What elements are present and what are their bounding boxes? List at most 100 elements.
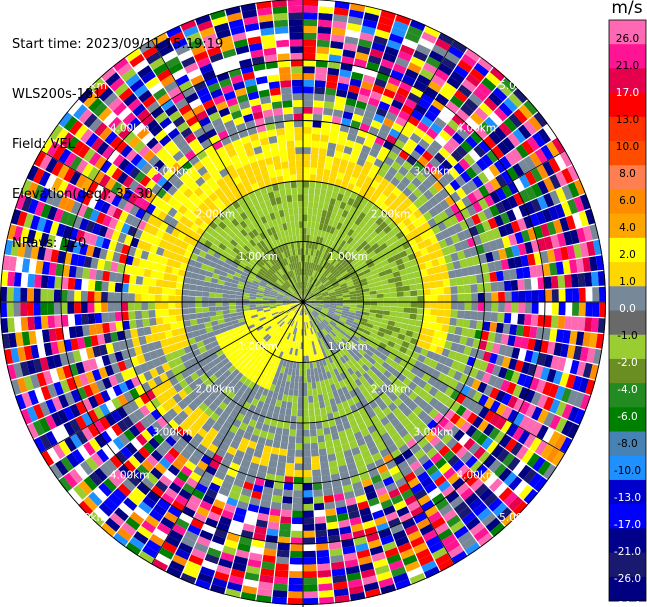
range-gate <box>272 590 288 598</box>
range-gate <box>329 296 337 300</box>
range-gate <box>472 358 483 370</box>
range-gate <box>271 494 283 503</box>
range-gate <box>321 308 329 312</box>
range-gate <box>448 425 460 437</box>
range-gate <box>463 284 472 294</box>
range-gate <box>404 98 418 110</box>
range-gate <box>329 293 336 297</box>
range-gate <box>471 293 479 302</box>
range-gate <box>415 277 423 284</box>
range-gate <box>589 224 600 240</box>
range-gate <box>597 270 606 286</box>
range-gate <box>277 543 290 551</box>
range-gate <box>407 25 423 38</box>
range-gate <box>355 286 363 291</box>
range-gate <box>328 310 335 314</box>
range-gate <box>321 238 327 246</box>
range-gate <box>363 268 371 275</box>
range-gate <box>365 258 373 265</box>
range-gate <box>142 277 150 286</box>
range-gate <box>482 351 492 362</box>
range-gate <box>465 425 478 438</box>
range-gate <box>320 251 325 259</box>
range-gate <box>330 320 337 326</box>
range-gate <box>455 405 467 417</box>
range-gate <box>352 321 360 327</box>
range-gate <box>369 148 380 158</box>
range-gate <box>401 466 413 477</box>
range-gate <box>416 308 424 315</box>
range-gate <box>372 405 382 415</box>
range-gate <box>313 289 320 295</box>
range-gate <box>492 502 508 517</box>
range-gate <box>573 179 586 196</box>
range-gate <box>341 270 349 277</box>
range-gate <box>303 436 311 444</box>
range-gate <box>303 0 319 7</box>
range-gate <box>418 204 429 215</box>
range-gate <box>464 98 479 112</box>
range-gate <box>315 257 320 265</box>
range-gate <box>443 309 451 318</box>
range-gate <box>318 331 324 338</box>
range-gate <box>196 318 205 325</box>
range-gate <box>303 113 313 121</box>
range-gate <box>323 169 331 177</box>
range-gate <box>267 521 280 530</box>
range-gate <box>434 401 445 412</box>
range-gate <box>424 302 431 309</box>
range-gate <box>315 181 322 189</box>
range-gate <box>423 288 431 296</box>
range-gate <box>310 442 319 450</box>
range-gate <box>318 284 324 290</box>
range-gate <box>350 337 358 345</box>
range-gate <box>308 306 314 311</box>
range-gate <box>331 27 346 36</box>
range-gate <box>308 187 315 195</box>
range-gate <box>483 135 497 150</box>
range-gate <box>321 292 329 296</box>
range-gate <box>327 204 334 213</box>
range-gate <box>358 383 367 393</box>
range-gate <box>403 335 412 343</box>
range-gate <box>578 377 589 393</box>
range-gate <box>448 545 464 559</box>
range-gate <box>303 52 316 60</box>
range-gate <box>417 437 429 449</box>
range-gate <box>168 295 176 302</box>
range-gate <box>310 429 317 437</box>
range-gate <box>476 433 488 446</box>
range-gate <box>417 155 429 167</box>
range-gate <box>293 389 299 397</box>
range-gate <box>318 6 334 14</box>
range-gate <box>333 270 340 277</box>
range-gate <box>315 307 322 312</box>
range-gate <box>447 454 460 467</box>
range-gate <box>242 298 250 302</box>
range-gate <box>332 157 342 166</box>
range-gate <box>303 288 306 296</box>
range-gate <box>308 294 315 299</box>
range-gate <box>390 306 398 312</box>
range-gate <box>498 344 508 356</box>
range-gate <box>497 82 513 97</box>
range-gate <box>549 414 562 430</box>
range-gate <box>461 122 475 135</box>
range-gate <box>195 307 203 313</box>
range-gate <box>543 354 554 368</box>
range-gate <box>391 266 399 273</box>
range-gate <box>358 172 367 182</box>
range-gate <box>320 189 327 197</box>
range-gate <box>402 407 413 417</box>
range-gate <box>352 354 360 362</box>
range-gate <box>363 138 374 149</box>
range-gate <box>399 80 413 92</box>
range-gate <box>546 221 557 236</box>
range-gate <box>325 508 337 517</box>
range-gate <box>309 255 313 263</box>
range-gate <box>278 529 291 538</box>
range-gate <box>322 224 328 232</box>
range-gate <box>352 335 360 342</box>
range-gate <box>409 337 419 346</box>
range-gate <box>327 248 334 256</box>
